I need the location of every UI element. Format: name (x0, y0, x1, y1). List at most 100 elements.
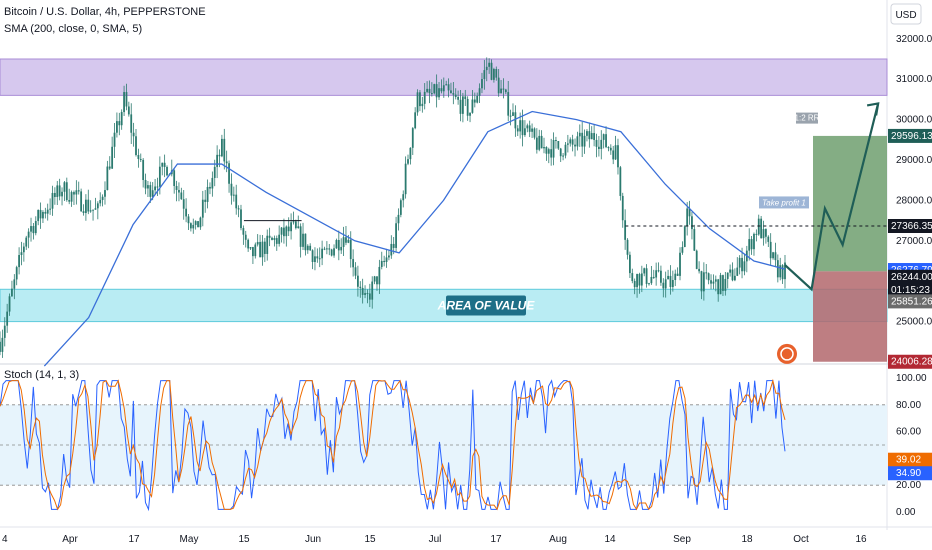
candle-body (423, 91, 426, 104)
candle-body (624, 220, 627, 240)
candle-body (695, 250, 698, 269)
candle-body (731, 269, 734, 281)
candle-body (8, 296, 11, 312)
candle-body (388, 255, 390, 258)
candle-body (621, 195, 624, 221)
candle-body (459, 99, 462, 114)
candle-body (538, 135, 541, 150)
candle-body (376, 276, 378, 285)
candle-body (30, 226, 32, 232)
candle-body (617, 145, 619, 168)
candle-body (569, 139, 572, 144)
candle-body (359, 286, 362, 288)
candle-body (428, 88, 431, 94)
candle-body (772, 252, 774, 259)
price-tag-text: 01:15:23 (891, 285, 930, 296)
candle-body (593, 133, 596, 140)
candle-body (533, 128, 536, 138)
sma-legend[interactable]: SMA (200, close, 0, SMA, 5) (4, 23, 143, 35)
stoch-k-tag (888, 466, 932, 481)
symbol-title[interactable]: Bitcoin / U.S. Dollar, 4h, PEPPERSTONE (4, 6, 206, 18)
candle-body (275, 238, 278, 244)
price-tick-label: 32000.00 (896, 34, 932, 45)
candle-body (702, 272, 705, 292)
candle-body (652, 276, 655, 278)
candle-body (578, 132, 581, 137)
stoch-pane[interactable] (0, 378, 887, 512)
candle-body (225, 161, 228, 164)
candle-body (605, 134, 607, 148)
candle-body (483, 70, 486, 80)
price-tag-text: 26244.00 (891, 272, 932, 283)
candle-body (204, 199, 207, 202)
candle-body (139, 158, 142, 160)
candle-body (118, 121, 121, 126)
candle-body (600, 139, 603, 149)
price-tick-label: 25000.00 (896, 317, 932, 328)
candle-body (662, 282, 665, 289)
candle-body (187, 216, 190, 224)
candle-body (760, 218, 763, 239)
candle-body (256, 241, 259, 245)
candle-body (333, 248, 335, 256)
candle-body (242, 228, 245, 235)
candle-body (660, 270, 662, 283)
candle-body (753, 233, 755, 250)
candle-body (719, 275, 722, 295)
stoch-k-line (0, 379, 786, 512)
candle-body (762, 229, 765, 239)
price-tick-label: 29000.00 (896, 155, 932, 166)
candle-body (385, 257, 388, 263)
candle-body (46, 209, 49, 214)
candle-body (156, 186, 159, 188)
candle-body (216, 154, 219, 167)
candle-body (710, 280, 712, 284)
candle-body (688, 208, 691, 217)
zones-layer (0, 58, 888, 362)
candle-body (597, 146, 600, 149)
candle-body (194, 221, 197, 225)
price-tick-label: 27000.00 (896, 236, 932, 247)
rr-text: 1:2 RR (795, 114, 820, 123)
candle-body (323, 248, 326, 250)
candle-body (545, 147, 548, 154)
candle-body (213, 166, 216, 178)
stop-loss-zone (813, 271, 887, 362)
candle-body (254, 244, 257, 257)
candle-body (244, 234, 247, 240)
time-tick-label: 17 (490, 534, 502, 545)
candle-body (421, 103, 424, 107)
candle-body (92, 209, 94, 211)
stoch-d-tag (888, 452, 932, 467)
stoch-legend[interactable]: Stoch (14, 1, 3) (4, 369, 80, 381)
candle-body (25, 237, 28, 247)
broker-logo-icon (777, 343, 797, 364)
candle-body (199, 217, 202, 228)
candle-body (714, 279, 717, 282)
sma-layer (43, 110, 786, 367)
candle-body (769, 241, 772, 259)
sma-line (43, 110, 786, 367)
candle-body (626, 239, 629, 255)
candle-body (488, 62, 491, 67)
time-tick-label: Sep (673, 534, 691, 545)
candle-body (56, 185, 59, 197)
candle-body (707, 273, 710, 281)
projection-arrowhead (866, 102, 880, 116)
candle-body (671, 279, 674, 288)
price-tag-text: 29596.13 (891, 131, 932, 142)
candle-body (223, 138, 226, 162)
stoch-d-line (0, 378, 786, 511)
candle-body (619, 167, 622, 196)
candle-body (392, 243, 395, 248)
stoch-tick-label: 80.00 (896, 400, 921, 411)
candle-body (42, 211, 44, 219)
candle-body (736, 267, 739, 276)
candle-body (280, 227, 283, 235)
candle-body (65, 182, 68, 201)
candle-body (75, 190, 78, 195)
area-of-value-text: AREA OF VALUE (437, 298, 536, 312)
candle-body (144, 180, 147, 189)
candle-body (287, 226, 290, 232)
